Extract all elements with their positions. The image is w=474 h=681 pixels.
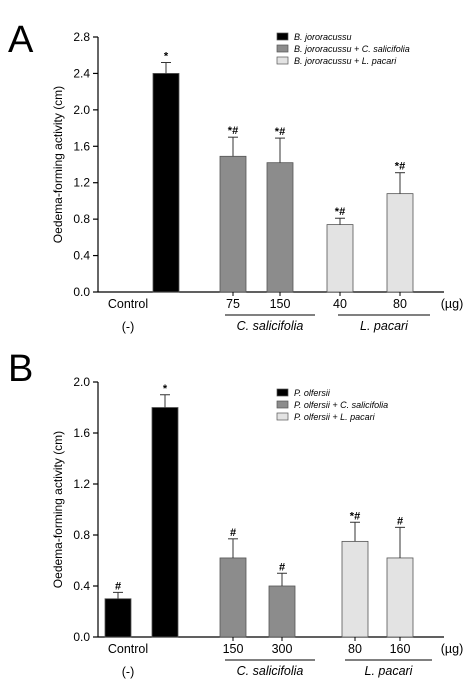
p2-bar	[151, 407, 179, 638]
p2-bar-annotation: #	[397, 515, 403, 527]
p1-legend-swatch	[276, 56, 289, 65]
p1-bar	[152, 73, 180, 293]
p2-bar-annotation: #	[279, 561, 285, 573]
p1-legend-label: B. jororacussu + C. salicifolia	[294, 44, 410, 54]
p2-y-tick-label: 1.6	[73, 426, 90, 440]
p1-unit-label: (µg)	[441, 297, 463, 311]
p1-bar-annotation: *#	[228, 125, 238, 137]
p2-y-tick-label: 0.4	[73, 579, 90, 593]
p2-legend-swatch	[276, 412, 289, 421]
p2-bar-annotation: #	[230, 527, 236, 539]
p2-control-sub-label: (-)	[122, 665, 135, 679]
p1-y-tick-label: 1.6	[73, 139, 90, 153]
p1-y-tick-label: 2.8	[73, 30, 90, 44]
p2-legend-swatch	[276, 388, 289, 397]
p1-y-tick-label: 0.4	[73, 249, 90, 263]
p2-y-axis-label: Oedema-forming activity (cm)	[51, 431, 65, 588]
p1-group-label: L. pacari	[360, 319, 409, 333]
p2-bar	[104, 598, 132, 638]
p2-bar	[341, 540, 369, 638]
p2-panel-label: B	[8, 348, 33, 390]
p1-bar	[386, 193, 414, 293]
p1-bar-annotation: *#	[395, 161, 405, 173]
p1-bar	[219, 155, 247, 293]
p2-y-tick-label: 2.0	[73, 375, 90, 389]
p2-group-label: L. pacari	[365, 664, 414, 678]
p2-category-label: 80	[348, 642, 362, 656]
p2-unit-label: (µg)	[441, 642, 463, 656]
p1-y-tick-label: 0.0	[73, 285, 90, 299]
p2-bar-annotation: #	[115, 580, 121, 592]
p1-legend-swatch	[276, 44, 289, 53]
p1-bar	[326, 224, 354, 293]
p1-category-label: 40	[333, 297, 347, 311]
p1-y-tick-label: 0.8	[73, 212, 90, 226]
p1-category-label: 80	[393, 297, 407, 311]
p2-bar	[219, 557, 247, 638]
p2-bar	[268, 585, 296, 638]
p2-category-label: 300	[272, 642, 293, 656]
p2-legend-label: P. olfersii + C. salicifolia	[294, 400, 388, 410]
p2-bar-annotation: *	[163, 383, 168, 395]
p2-category-label: 150	[223, 642, 244, 656]
p1-bar-annotation: *#	[275, 126, 285, 138]
p2-bar-annotation: *#	[350, 510, 360, 522]
p1-legend-swatch	[276, 32, 289, 41]
p1-group-label: C. salicifolia	[237, 319, 304, 333]
p1-legend-label: B. jororacussu + L. pacari	[294, 56, 397, 66]
p2-y-tick-label: 0.0	[73, 630, 90, 644]
p1-control-label: Control	[108, 297, 148, 311]
p2-legend-label: P. olfersii	[294, 388, 331, 398]
p1-bar-annotation: *#	[335, 206, 345, 218]
p2-control-label: Control	[108, 642, 148, 656]
p1-bar-annotation: *	[164, 51, 169, 63]
p1-y-tick-label: 2.0	[73, 103, 90, 117]
p1-y-tick-label: 1.2	[73, 176, 90, 190]
p2-group-label: C. salicifolia	[237, 664, 304, 678]
p2-legend-label: P. olfersii + L. pacari	[294, 412, 376, 422]
p1-category-label: 150	[270, 297, 291, 311]
p2-y-tick-label: 1.2	[73, 477, 90, 491]
p1-category-label: 75	[226, 297, 240, 311]
p2-category-label: 160	[390, 642, 411, 656]
p2-legend-swatch	[276, 400, 289, 409]
p1-panel-label: A	[8, 19, 34, 61]
p1-y-axis-label: Oedema-forming activity (cm)	[51, 86, 65, 243]
p2-bar	[386, 557, 414, 638]
p1-legend-label: B. jororacussu	[294, 32, 352, 42]
p1-y-tick-label: 2.4	[73, 66, 90, 80]
p2-y-tick-label: 0.8	[73, 528, 90, 542]
p1-bar	[266, 162, 294, 293]
p1-control-sub-label: (-)	[122, 320, 135, 334]
